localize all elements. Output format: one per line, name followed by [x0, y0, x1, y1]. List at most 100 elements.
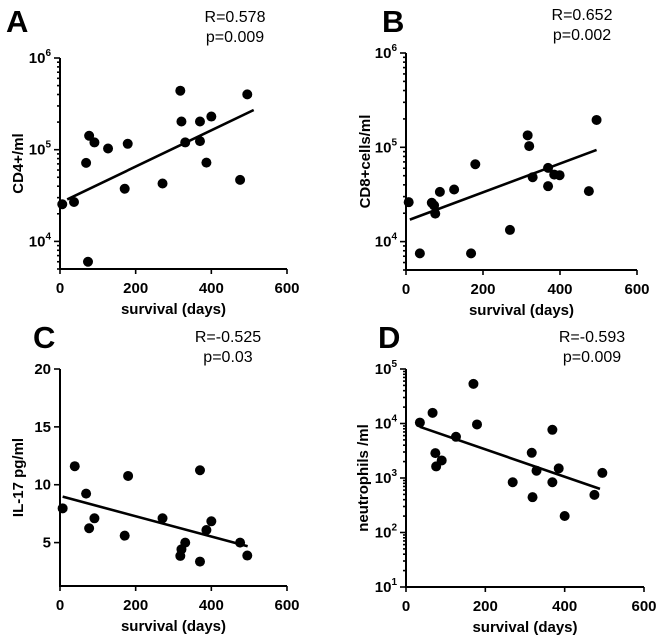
y-tick-exponent: 1 — [391, 577, 397, 588]
p-value: p=0.03 — [203, 349, 252, 366]
y-tick-label: 105 — [375, 359, 398, 378]
y-tick-base: 10 — [29, 142, 46, 159]
data-point — [527, 492, 538, 503]
data-point — [206, 516, 217, 527]
data-point — [81, 488, 92, 499]
data-point — [429, 200, 440, 211]
p-value: p=0.002 — [553, 27, 611, 44]
x-tick-label: 0 — [56, 597, 64, 614]
x-tick-label: 400 — [199, 597, 224, 614]
y-tick-label: 106 — [29, 48, 52, 67]
y-tick-exponent: 5 — [45, 140, 51, 151]
p-value: p=0.009 — [206, 29, 264, 46]
data-point — [157, 178, 168, 189]
y-tick-base: 10 — [375, 416, 392, 433]
y-tick-base: 10 — [375, 579, 392, 596]
y-tick-base: 10 — [375, 361, 392, 378]
x-axis-label: survival (days) — [469, 302, 574, 319]
data-point — [470, 159, 481, 170]
data-point — [430, 448, 441, 459]
data-point — [547, 424, 558, 435]
y-tick-exponent: 2 — [391, 523, 397, 534]
panel-c: C 0 200 400 600 survival (days) 5 10 15 20 IL-17 p… — [10, 320, 300, 635]
data-point — [68, 196, 79, 207]
data-point — [84, 523, 95, 534]
y-tick-label: 5 — [43, 535, 51, 552]
y-tick-base: 10 — [375, 139, 392, 156]
y-tick-base: 10 — [29, 233, 46, 250]
data-point — [123, 470, 134, 481]
data-point — [119, 183, 130, 194]
y-tick-base: 10 — [375, 45, 392, 62]
correlation-r: R=0.652 — [552, 7, 613, 24]
y-tick-label: 15 — [34, 419, 51, 436]
y-axis-label: CD4+/ml — [10, 133, 27, 193]
data-point — [81, 157, 92, 168]
data-point — [57, 199, 68, 210]
x-tick-label: 400 — [552, 598, 577, 615]
data-point — [157, 513, 168, 524]
axis-lines — [59, 369, 287, 587]
data-point — [430, 208, 441, 219]
y-tick-label: 106 — [375, 43, 398, 62]
x-axis-label: survival (days) — [121, 618, 226, 635]
y-tick-base: 10 — [29, 50, 46, 67]
data-point — [194, 465, 205, 476]
data-point — [427, 407, 438, 418]
data-point — [403, 197, 414, 208]
axis-lines — [59, 58, 287, 270]
y-tick-base: 10 — [375, 525, 392, 542]
data-point — [504, 224, 515, 235]
axis-lines — [405, 369, 644, 588]
data-point — [119, 530, 130, 541]
data-point — [180, 137, 191, 148]
data-point — [583, 186, 594, 197]
panel-letter: B — [382, 4, 404, 39]
data-point — [180, 537, 191, 548]
data-point — [201, 524, 212, 535]
data-point — [472, 419, 483, 430]
data-point — [524, 141, 535, 152]
data-point — [194, 556, 205, 567]
regression-line — [66, 108, 255, 201]
x-tick-label: 400 — [547, 281, 572, 298]
panel-letter: C — [33, 320, 55, 355]
y-axis-label: IL-17 pg/ml — [10, 438, 27, 517]
x-tick-label: 0 — [402, 598, 410, 615]
axis-lines — [405, 53, 637, 271]
y-tick-label: 20 — [34, 361, 51, 378]
y-tick-exponent: 3 — [391, 468, 397, 479]
data-point — [450, 431, 461, 442]
y-tick-label: 105 — [375, 137, 398, 156]
x-tick-label: 200 — [473, 598, 498, 615]
panel-letter: A — [6, 4, 28, 39]
y-tick-label: 104 — [29, 231, 52, 250]
data-point — [176, 116, 187, 127]
data-point — [591, 114, 602, 125]
data-point — [531, 465, 542, 476]
data-point — [559, 510, 570, 521]
x-tick-label: 600 — [631, 598, 656, 615]
x-axis-label: survival (days) — [121, 301, 226, 318]
data-point — [194, 116, 205, 127]
data-point — [553, 463, 564, 474]
data-point — [89, 513, 100, 524]
y-axis-label: neutrophils /ml — [355, 424, 372, 532]
y-tick-label: 101 — [375, 577, 398, 596]
x-tick-label: 600 — [624, 281, 649, 298]
data-point — [526, 447, 537, 458]
data-point — [434, 186, 445, 197]
y-tick-label: 10 — [34, 477, 51, 494]
y-tick-exponent: 4 — [45, 231, 51, 242]
data-point — [543, 181, 554, 192]
correlation-r: R=-0.593 — [559, 329, 625, 346]
data-point — [466, 248, 477, 259]
y-tick-label: 103 — [375, 468, 398, 487]
y-tick-label: 102 — [375, 523, 398, 542]
y-tick-exponent: 4 — [391, 414, 397, 425]
data-point — [449, 184, 460, 195]
y-tick-base: 10 — [375, 234, 392, 251]
